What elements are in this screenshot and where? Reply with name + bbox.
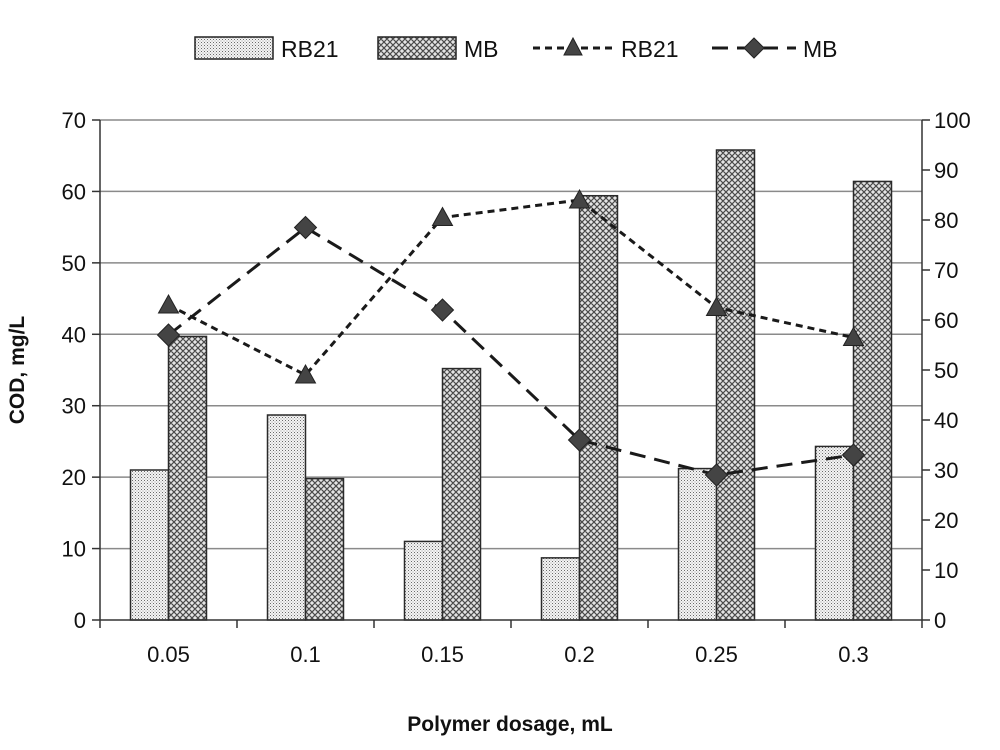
bar-rb21 xyxy=(266,414,307,621)
legend-label-mb-line: MB xyxy=(803,36,838,62)
y-tick-label: 60 xyxy=(62,179,86,204)
legend-label-mb-bar: MB xyxy=(464,36,499,62)
bar-mb xyxy=(715,149,756,621)
y-axis-right-ticks: 0 10 20 30 40 50 60 70 80 90 100 xyxy=(922,108,971,633)
y2-tick-label: 10 xyxy=(934,558,958,583)
plot-frame xyxy=(99,120,923,621)
y2-tick-label: 80 xyxy=(934,208,958,233)
x-tick-label: 0.2 xyxy=(564,642,595,667)
point-mb-diamond xyxy=(704,463,729,487)
bar-mb xyxy=(167,335,208,621)
bar-mb xyxy=(441,367,482,621)
y-tick-label: 40 xyxy=(62,322,86,347)
y2-tick-label: 30 xyxy=(934,458,958,483)
bar-rb21 xyxy=(677,467,718,621)
bar-rb21 xyxy=(403,540,444,621)
y2-tick-label: 90 xyxy=(934,158,958,183)
bar-rb21 xyxy=(540,557,581,621)
point-mb-diamond xyxy=(430,298,455,322)
legend-triangle-marker-icon xyxy=(563,36,583,56)
point-rb21-triangle xyxy=(157,293,180,314)
y2-tick-label: 20 xyxy=(934,508,958,533)
legend: RB21 MB RB21 MB xyxy=(194,36,838,62)
x-tick-label: 0.1 xyxy=(290,642,321,667)
x-axis-ticks: 0.05 0.1 0.15 0.2 0.25 0.3 xyxy=(99,620,923,667)
point-mb-diamond xyxy=(567,428,592,452)
point-rb21-triangle xyxy=(294,363,317,384)
y-tick-label: 50 xyxy=(62,251,86,276)
legend-item-rb21-bar: RB21 xyxy=(194,36,339,62)
lines xyxy=(156,188,866,487)
x-tick-label: 0.15 xyxy=(421,642,464,667)
point-rb21-triangle xyxy=(705,296,728,316)
point-mb-diamond xyxy=(841,443,866,467)
legend-item-mb-line: MB xyxy=(712,36,838,62)
y-tick-label: 10 xyxy=(62,537,86,562)
legend-item-mb-bar: MB xyxy=(377,36,499,62)
line-mb xyxy=(167,225,854,477)
y2-tick-label: 50 xyxy=(934,358,958,383)
y2-tick-label: 40 xyxy=(934,408,958,433)
point-rb21-triangle xyxy=(568,188,591,209)
bar-mb xyxy=(578,194,619,621)
point-mb-diamond xyxy=(293,215,318,240)
x-tick-label: 0.25 xyxy=(695,642,738,667)
legend-label-rb21-line: RB21 xyxy=(621,36,679,62)
y-axis-title: COD, mg/L xyxy=(6,316,29,425)
y2-tick-label: 0 xyxy=(934,608,946,633)
x-tick-label: 0.05 xyxy=(147,642,190,667)
legend-diamond-marker-icon xyxy=(743,37,765,59)
bar-mb xyxy=(852,180,893,621)
bars xyxy=(129,149,893,621)
y2-tick-label: 70 xyxy=(934,258,958,283)
point-rb21-triangle xyxy=(431,206,454,226)
y-tick-label: 30 xyxy=(62,394,86,419)
x-axis-title: Polymer dosage, mL xyxy=(407,713,613,736)
gridlines xyxy=(100,119,922,550)
line-rb21 xyxy=(167,198,854,377)
legend-label-rb21-bar: RB21 xyxy=(281,36,339,62)
point-rb21-triangle xyxy=(842,326,865,346)
y-axis-left-ticks: 0 10 20 30 40 50 60 70 xyxy=(62,108,100,633)
y2-tick-label: 60 xyxy=(934,308,958,333)
y-tick-label: 0 xyxy=(74,608,86,633)
point-mb-diamond xyxy=(156,323,181,347)
legend-item-rb21-line: RB21 xyxy=(533,36,679,62)
y2-tick-label: 100 xyxy=(934,108,971,133)
bar-rb21 xyxy=(129,469,170,621)
bar-rb21 xyxy=(814,445,855,621)
y-tick-label: 70 xyxy=(62,108,86,133)
y-tick-label: 20 xyxy=(62,465,86,490)
bar-mb xyxy=(304,477,345,621)
legend-swatch-rb21-bar xyxy=(194,36,274,60)
x-tick-label: 0.3 xyxy=(838,642,869,667)
legend-swatch-mb-bar xyxy=(377,36,457,60)
